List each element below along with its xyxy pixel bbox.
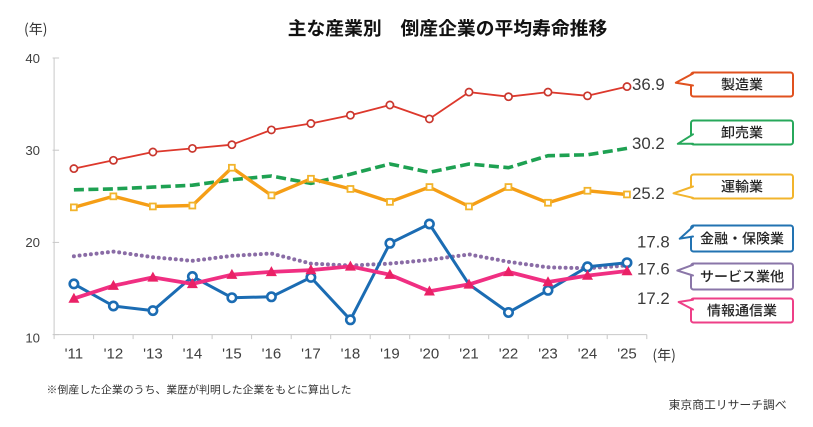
svg-text:'23: '23 [538, 346, 558, 363]
svg-text:20: 20 [25, 235, 40, 250]
svg-text:'14: '14 [183, 346, 203, 363]
svg-text:17.2: 17.2 [637, 289, 670, 308]
svg-text:30.2: 30.2 [632, 134, 665, 153]
svg-text:'17: '17 [301, 346, 321, 363]
svg-text:'11: '11 [65, 346, 83, 363]
svg-text:36.9: 36.9 [632, 75, 665, 94]
svg-text:25.2: 25.2 [632, 184, 665, 203]
svg-text:'13: '13 [143, 346, 163, 363]
svg-text:10: 10 [25, 331, 40, 346]
svg-text:'20: '20 [420, 346, 440, 363]
svg-text:'24: '24 [578, 346, 598, 363]
svg-text:'18: '18 [341, 346, 361, 363]
svg-text:'15: '15 [222, 346, 242, 363]
svg-text:'25: '25 [617, 346, 637, 363]
svg-text:17.6: 17.6 [637, 259, 670, 278]
svg-text:17.8: 17.8 [637, 233, 670, 252]
svg-text:'19: '19 [380, 346, 400, 363]
svg-text:'12: '12 [104, 346, 124, 363]
svg-text:'22: '22 [499, 346, 519, 363]
svg-text:40: 40 [25, 51, 40, 66]
svg-text:30: 30 [25, 143, 40, 158]
svg-text:'16: '16 [262, 346, 282, 363]
svg-text:'21: '21 [459, 346, 479, 363]
